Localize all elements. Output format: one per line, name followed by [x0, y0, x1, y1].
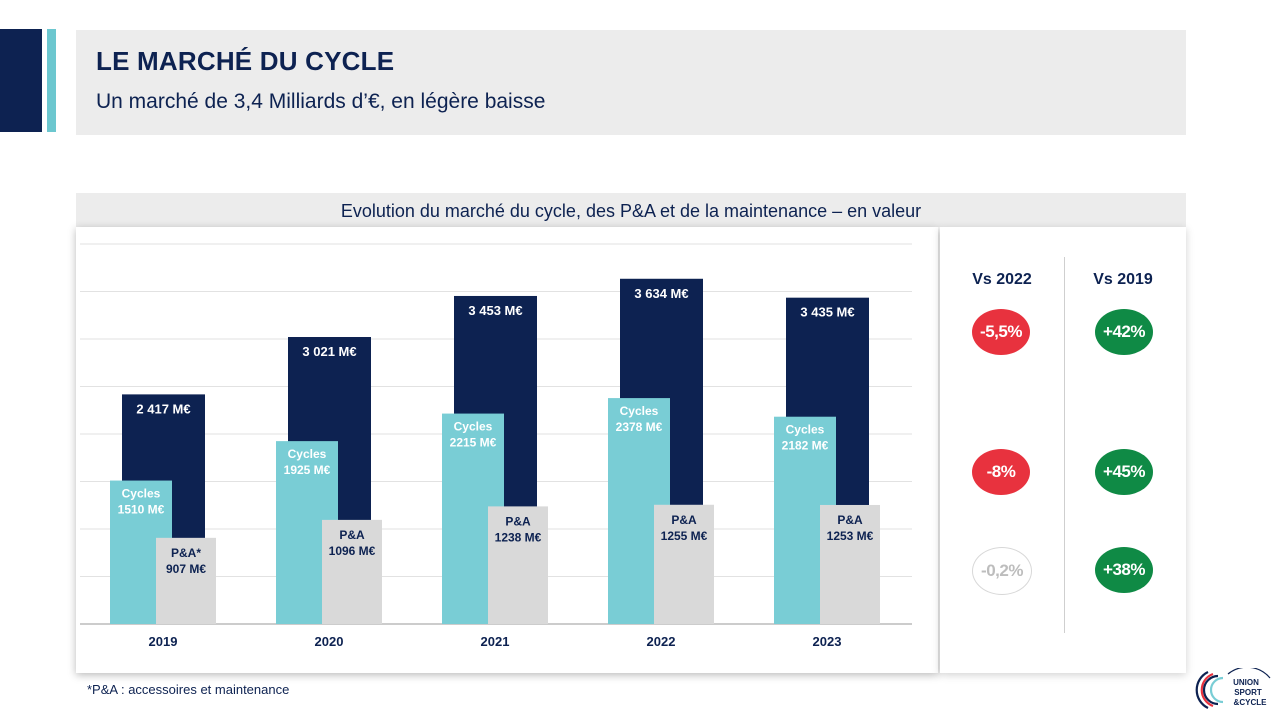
data-label-pa-name: P&A [837, 513, 863, 527]
bar-pa [156, 537, 216, 624]
x-tick-label: 2023 [813, 634, 842, 649]
data-label-cycles: 2378 M€ [616, 420, 663, 434]
data-label-cycles-name: Cycles [786, 423, 825, 437]
bar-pa [488, 506, 548, 624]
badge-total-vs-2022: -5,5% [972, 309, 1030, 355]
comparison-panel: Vs 2022 Vs 2019 -5,5% +42% -8% +45% -0,2… [940, 227, 1186, 673]
data-label-pa: 1253 M€ [827, 529, 874, 543]
data-label-total: 3 021 M€ [302, 344, 356, 359]
data-label-total: 3 634 M€ [634, 286, 688, 301]
bar-chart: 2 417 M€ Cycles 1510 M€ P&A* 907 M€ 2019 3 021… [80, 243, 912, 649]
data-label-pa: 1255 M€ [661, 529, 708, 543]
header-accent-light [47, 29, 56, 132]
data-label-cycles: 2182 M€ [782, 439, 829, 453]
data-label-cycles-name: Cycles [122, 487, 161, 501]
page-title: LE MARCHÉ DU CYCLE [96, 46, 395, 76]
badge-pa-vs-2019: +38% [1095, 547, 1153, 593]
data-label-cycles-name: Cycles [620, 404, 659, 418]
chart-title: Evolution du marché du cycle, des P&A et… [340, 201, 922, 221]
logo-line-3: &CYCLE [1234, 698, 1268, 707]
data-label-pa: 907 M€ [166, 562, 206, 576]
x-tick-label: 2019 [149, 634, 178, 649]
x-tick-label: 2022 [647, 634, 676, 649]
badge-total-vs-2019: +42% [1095, 309, 1153, 355]
chart-panel: 2 417 M€ Cycles 1510 M€ P&A* 907 M€ 2019 3 021… [76, 227, 938, 673]
logo-line-1: UNION [1233, 678, 1259, 687]
data-label-pa-name: P&A [671, 513, 697, 527]
badge-pa-vs-2022: -0,2% [972, 547, 1032, 595]
header-accent-dark [0, 29, 42, 132]
comparison-divider [1064, 257, 1065, 633]
bar-pa [322, 519, 382, 624]
data-label-cycles: 2215 M€ [450, 436, 497, 450]
data-label-cycles: 1510 M€ [118, 503, 165, 517]
data-label-pa-name: P&A* [171, 546, 201, 560]
data-label-total: 3 435 M€ [800, 305, 854, 320]
bar-pa [820, 504, 880, 624]
footnote: *P&A : accessoires et maintenance [87, 682, 290, 697]
data-label-cycles: 1925 M€ [284, 463, 331, 477]
data-label-cycles-name: Cycles [454, 420, 493, 434]
x-tick-label: 2020 [315, 634, 344, 649]
data-label-total: 2 417 M€ [136, 401, 190, 416]
page-subtitle: Un marché de 3,4 Milliards d’€, en légèr… [96, 90, 546, 113]
badge-cycles-vs-2022: -8% [972, 449, 1030, 495]
vs-2019-header: Vs 2019 [1093, 271, 1153, 288]
x-tick-label: 2021 [481, 634, 510, 649]
bar-pa [654, 504, 714, 624]
logo-line-2: SPORT [1234, 688, 1262, 697]
header-box: LE MARCHÉ DU CYCLE Un marché de 3,4 Mill… [76, 30, 1186, 135]
badge-cycles-vs-2019: +45% [1095, 449, 1153, 495]
data-label-cycles-name: Cycles [288, 447, 327, 461]
union-sport-cycle-logo: UNION SPORT &CYCLE [1194, 666, 1278, 712]
data-label-pa: 1096 M€ [329, 544, 376, 558]
data-label-pa: 1238 M€ [495, 530, 542, 544]
chart-title-band: Evolution du marché du cycle, des P&A et… [76, 193, 1186, 227]
data-label-pa-name: P&A [505, 514, 531, 528]
vs-2022-header: Vs 2022 [972, 271, 1032, 288]
data-label-pa-name: P&A [339, 528, 365, 542]
data-label-total: 3 453 M€ [468, 303, 522, 318]
